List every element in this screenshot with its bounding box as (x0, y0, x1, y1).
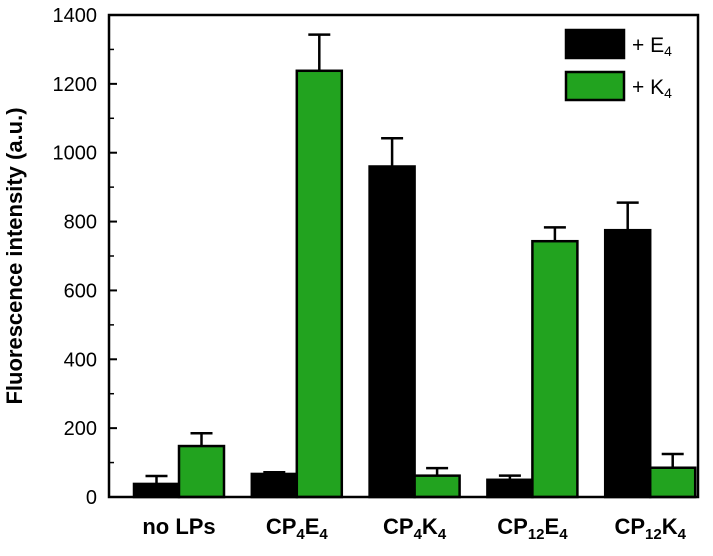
bar-k4-4 (648, 466, 697, 499)
legend-swatch-k4 (564, 70, 626, 102)
subscript: 4 (319, 526, 328, 543)
subscript: 4 (678, 526, 687, 543)
y-tick-label: 0 (86, 487, 97, 509)
label-part: E (305, 514, 320, 539)
x-category-label: no LPs (142, 514, 215, 539)
subscript: 4 (438, 526, 447, 543)
bar-e4-0 (132, 482, 181, 499)
label-part: CP (497, 514, 528, 539)
label-part: CP (614, 514, 645, 539)
bar-e4-2 (368, 165, 416, 499)
y-tick-label: 400 (64, 349, 97, 371)
x-category-label: CP12K4 (614, 514, 686, 543)
x-axis-category-labels: no LPs CP4E4 CP4K4 CP12E4 CP12K4 (142, 514, 686, 543)
subscript: 4 (664, 43, 672, 59)
legend-swatch-e4 (564, 28, 626, 60)
bar-k4-2 (413, 474, 461, 499)
label-part: + E (632, 34, 664, 57)
legend: + E4+ K4 (564, 28, 672, 102)
legend-label-k4: + K4 (632, 76, 672, 101)
bar-e4-3 (486, 478, 534, 499)
y-tick-label: 200 (64, 418, 97, 440)
label-part: E (545, 514, 560, 539)
subscript: 12 (645, 526, 662, 543)
y-tick-label: 600 (64, 280, 97, 302)
x-axis-ticks (178, 489, 652, 497)
label-part: CP (383, 514, 414, 539)
x-category-label: CP12E4 (497, 514, 568, 543)
bar-e4-4 (603, 228, 652, 499)
label-part: CP (266, 514, 297, 539)
subscript: 4 (664, 85, 672, 101)
y-tick-label: 1200 (53, 74, 98, 96)
bar-k4-0 (177, 444, 226, 499)
y-axis-title: Fluorescence intensity (a.u.) (2, 107, 27, 404)
bar-k4-3 (531, 239, 579, 499)
bar-e4-1 (250, 472, 299, 499)
x-category-label: CP4E4 (266, 514, 329, 543)
legend-label-e4: + E4 (632, 34, 672, 59)
error-bars-layer (145, 33, 684, 484)
bars-layer (132, 69, 697, 499)
x-category-label: CP4K4 (383, 514, 447, 543)
y-tick-label: 800 (64, 212, 97, 234)
bar-k4-1 (295, 69, 344, 499)
subscript: 12 (528, 526, 545, 543)
subscript: 4 (296, 526, 305, 543)
y-tick-label: 1000 (53, 143, 98, 165)
y-tick-label: 1400 (53, 5, 98, 27)
label-part: K (422, 514, 438, 539)
label-part: + K (632, 76, 664, 99)
subscript: 4 (414, 526, 423, 543)
label-part: K (662, 514, 678, 539)
y-axis-ticks: 0 200 400 600 800 1000 1200 1400 (53, 5, 117, 509)
subscript: 4 (559, 526, 568, 543)
